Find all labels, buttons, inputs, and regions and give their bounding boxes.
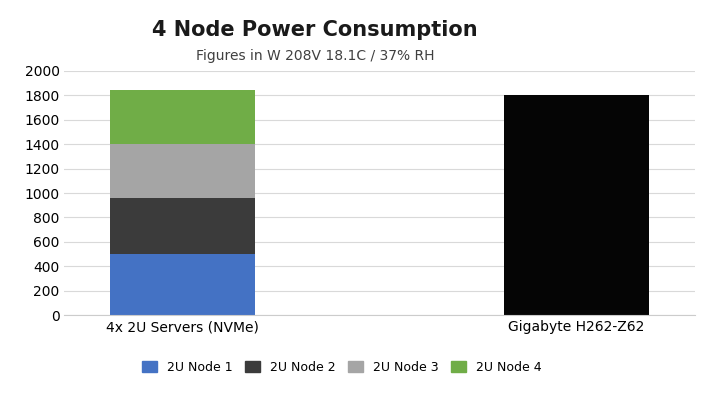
Bar: [110, 254, 255, 315]
Text: 4 Node Power Consumption: 4 Node Power Consumption: [153, 20, 478, 40]
Bar: [110, 144, 255, 198]
Bar: [504, 95, 649, 315]
Bar: [110, 91, 255, 144]
Legend: 2U Node 1, 2U Node 2, 2U Node 3, 2U Node 4: 2U Node 1, 2U Node 2, 2U Node 3, 2U Node…: [137, 356, 547, 379]
Text: Figures in W 208V 18.1C / 37% RH: Figures in W 208V 18.1C / 37% RH: [195, 49, 435, 63]
Bar: [110, 198, 255, 254]
